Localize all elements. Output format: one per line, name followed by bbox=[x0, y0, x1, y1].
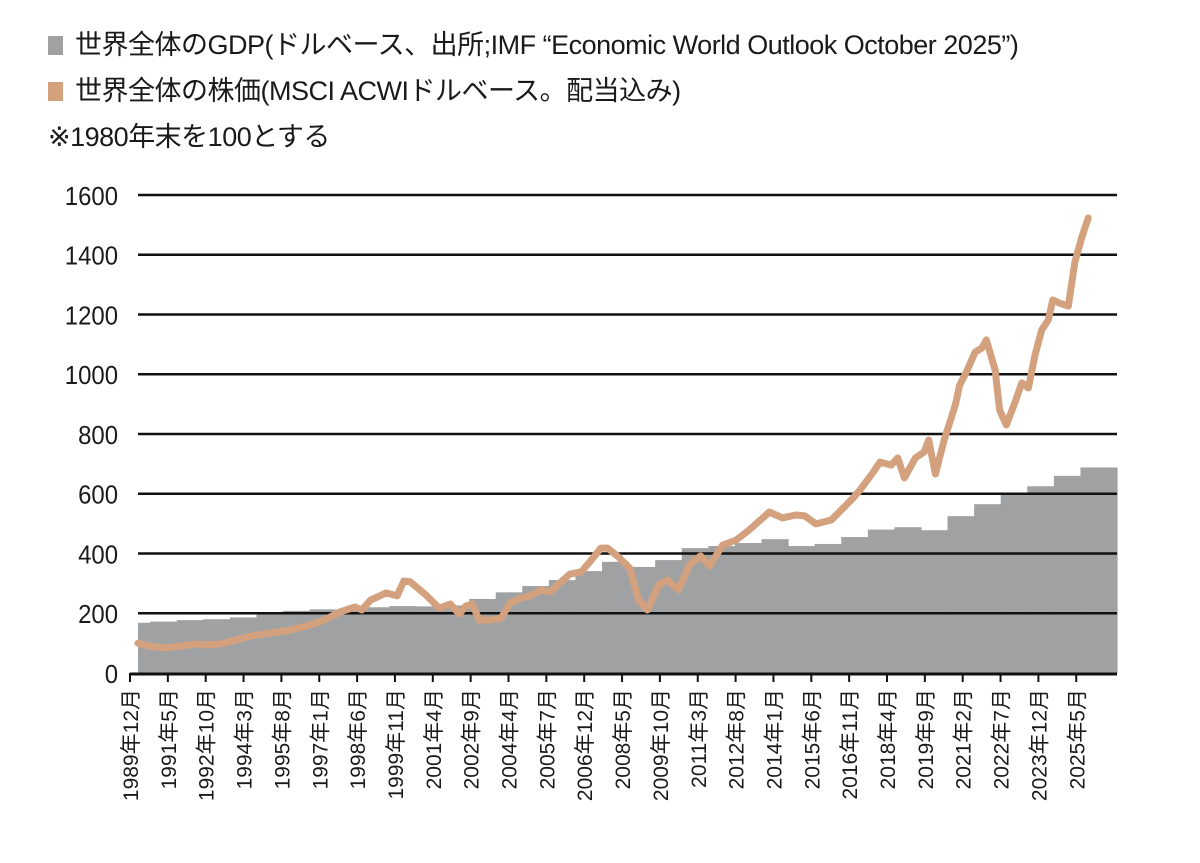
gdp-bar-2006 bbox=[548, 580, 577, 673]
x-tick-label: 1992年10月 bbox=[196, 689, 219, 801]
x-tick-label: 2002年9月 bbox=[461, 689, 484, 789]
gdp-bar-2015 bbox=[788, 546, 816, 673]
x-tick-label: 1995年8月 bbox=[271, 689, 294, 789]
gdp-bar-2002 bbox=[442, 605, 470, 673]
gdp-bar-2019 bbox=[894, 527, 922, 673]
x-tick-label: 2022年7月 bbox=[991, 689, 1014, 789]
x-tick-label: 1997年1月 bbox=[309, 689, 332, 789]
gdp-bar-2000 bbox=[389, 606, 417, 673]
x-tick-label: 1989年12月 bbox=[120, 689, 143, 801]
legend-item-gdp: 世界全体のGDP(ドルベース、出所;IMF “Economic World Ou… bbox=[48, 22, 1019, 68]
gdp-bar-2021 bbox=[947, 516, 975, 673]
y-tick-label: 200 bbox=[78, 600, 118, 629]
gdp-bar-2014 bbox=[761, 539, 789, 673]
x-tick-label: 2023年12月 bbox=[1028, 689, 1051, 801]
gdp-bar-2025 bbox=[1053, 475, 1082, 673]
x-tick-label: 2015年6月 bbox=[801, 689, 824, 789]
y-tick-label: 1000 bbox=[65, 361, 118, 390]
x-tick-label: 2004年4月 bbox=[499, 689, 522, 789]
gdp-bar-2001 bbox=[415, 606, 444, 673]
gdp-bar-2020 bbox=[920, 530, 949, 673]
legend-item-stock: 世界全体の株価(MSCI ACWIドルベース。配当込み) bbox=[48, 68, 1018, 114]
x-axis bbox=[129, 672, 1117, 682]
stock-line-layer bbox=[134, 214, 1092, 652]
y-tick-label: 400 bbox=[78, 541, 118, 570]
gdp-bar-2023 bbox=[1000, 493, 1028, 673]
gdp-bar-1995 bbox=[256, 612, 284, 673]
x-tick-label: 2011年3月 bbox=[688, 689, 711, 788]
gdp-bar-2008 bbox=[602, 561, 630, 673]
legend-label-gdp: 世界全体のGDP(ドルベース、出所;IMF “Economic World Ou… bbox=[75, 30, 1019, 60]
legend-label-stock: 世界全体の株価(MSCI ACWIドルベース。配当込み) bbox=[75, 76, 681, 106]
gdp-bar-2017 bbox=[841, 537, 869, 673]
x-tick-label: 2014年1月 bbox=[763, 689, 786, 789]
x-tick-label: 2012年8月 bbox=[726, 689, 749, 789]
x-tick-label: 1991年5月 bbox=[158, 689, 181, 789]
stock-line bbox=[134, 214, 1092, 652]
stock-swatch bbox=[48, 81, 63, 101]
gdp-bar-2024 bbox=[1027, 486, 1055, 673]
gdp-bar-2007 bbox=[575, 571, 603, 673]
x-axis-labels: 1989年12月 1991年5月 1992年10月 1994年3月 1995年8月 199… bbox=[120, 689, 1089, 801]
x-tick-label: 1998年6月 bbox=[347, 689, 370, 789]
gridlines bbox=[138, 193, 1117, 615]
x-tick-label: 2009年10月 bbox=[650, 689, 673, 801]
y-axis-labels: 0 200 400 600 800 1000 1200 1400 1600 bbox=[65, 182, 118, 689]
gdp-bar-2022 bbox=[974, 504, 1002, 673]
gdp-bar-1999 bbox=[362, 607, 390, 673]
y-tick-label: 0 bbox=[105, 660, 118, 689]
x-tick-label: 2001年4月 bbox=[423, 689, 446, 789]
x-tick-label: 2016年11月 bbox=[839, 689, 862, 800]
x-tick-label: 1994年3月 bbox=[234, 689, 257, 789]
y-tick-label: 1600 bbox=[65, 182, 118, 211]
x-tick-label: 2021年2月 bbox=[953, 689, 976, 789]
y-tick-label: 600 bbox=[78, 481, 118, 510]
gdp-bar-2026 bbox=[1080, 467, 1118, 673]
gdp-bar-2013 bbox=[734, 543, 763, 673]
x-tick-label: 2008年5月 bbox=[612, 689, 635, 789]
gdp-bar-2016 bbox=[814, 543, 842, 673]
gdp-bar-2018 bbox=[867, 529, 895, 673]
legend: 世界全体のGDP(ドルベース、出所;IMF “Economic World Ou… bbox=[48, 22, 1019, 160]
gdp-bar-1998 bbox=[336, 609, 364, 673]
gdp-bar-2005 bbox=[522, 586, 550, 673]
gdp-swatch bbox=[48, 35, 63, 55]
gdp-bar-1994 bbox=[229, 617, 258, 673]
gdp-bar-1996 bbox=[283, 610, 311, 673]
x-tick-label: 2019年9月 bbox=[915, 689, 938, 789]
x-tick-label: 2018年4月 bbox=[877, 689, 900, 789]
x-tick-label: 1999年11月 bbox=[385, 689, 408, 800]
x-tick-label: 2005年7月 bbox=[536, 689, 559, 789]
x-tick-label: 2006年12月 bbox=[574, 689, 597, 801]
x-tick-label: 2025年5月 bbox=[1066, 689, 1089, 789]
y-tick-label: 800 bbox=[78, 421, 118, 450]
y-tick-label: 1200 bbox=[65, 302, 118, 331]
y-tick-label: 1400 bbox=[65, 242, 118, 271]
base-note: ※1980年末を100とする bbox=[48, 122, 330, 152]
